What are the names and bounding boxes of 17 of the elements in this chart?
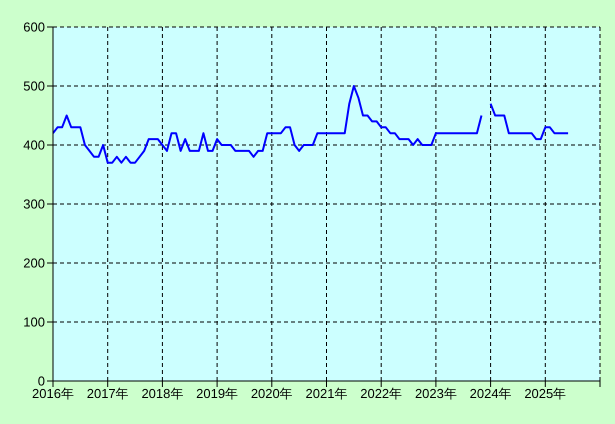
x-tick-label: 2017年 (86, 386, 129, 402)
x-tick-label: 2024年 (470, 386, 512, 402)
x-tick-label: 2018年 (141, 386, 184, 402)
y-tick-label: 600 (23, 20, 45, 35)
x-tick-label: 2025年 (524, 386, 566, 402)
x-tick-label: 2019年 (196, 386, 238, 402)
y-tick-label: 0 (38, 374, 45, 389)
y-tick-label: 200 (23, 256, 45, 271)
x-tick-label: 2020年 (250, 386, 293, 402)
x-tick-label: 2023年 (414, 386, 457, 402)
y-tick-label: 300 (23, 196, 45, 212)
y-tick-label: 400 (23, 138, 45, 153)
x-tick-label: 2021年 (306, 386, 348, 402)
y-tick-label: 100 (23, 314, 45, 330)
x-tick-label: 2022年 (360, 386, 402, 402)
x-tick-label: 2016年 (32, 386, 74, 402)
y-tick-label: 500 (23, 78, 45, 94)
